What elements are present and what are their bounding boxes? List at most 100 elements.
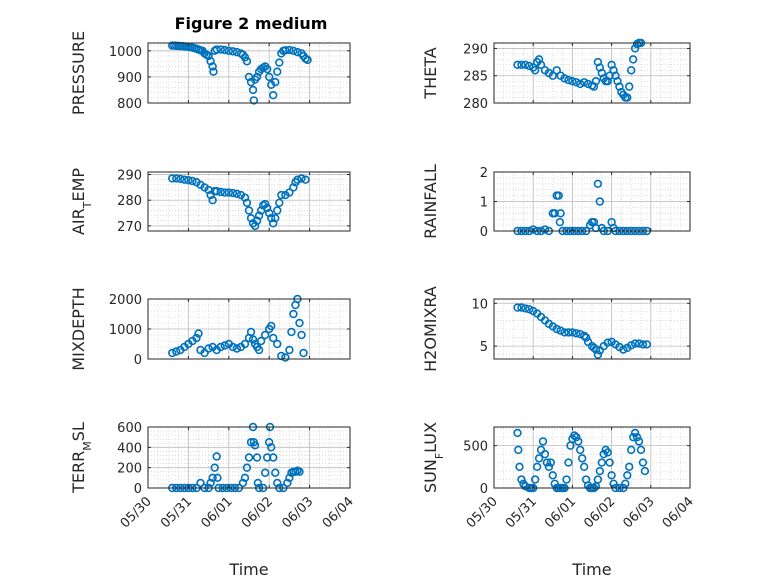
data-point	[265, 72, 274, 82]
subplot-2: 280 285 290 THETA	[421, 38, 691, 112]
grid-lines	[493, 427, 691, 489]
data-point	[556, 209, 565, 218]
data-point	[285, 345, 294, 355]
data-point	[250, 221, 260, 231]
y-tick-label: 5	[480, 340, 488, 355]
data-point	[513, 303, 522, 312]
data-point	[554, 191, 563, 200]
data-point	[254, 211, 264, 220]
x-axis-label: Time	[228, 560, 268, 579]
data-point	[555, 217, 565, 227]
data-point	[568, 328, 577, 337]
data-point	[517, 60, 526, 70]
data-point	[242, 57, 252, 66]
y-tick-label: 0	[134, 353, 142, 368]
data-point	[246, 327, 256, 337]
data-point	[628, 432, 638, 442]
data-point	[206, 57, 215, 66]
data-point	[568, 76, 577, 86]
data-point	[273, 206, 282, 215]
data-point	[534, 454, 544, 463]
data-point	[208, 473, 217, 483]
data-point	[538, 437, 548, 446]
data-point	[248, 335, 258, 344]
data-point	[532, 462, 542, 472]
data-point	[253, 478, 263, 488]
data-point	[267, 321, 276, 331]
y-tick-label: 1000	[109, 323, 142, 338]
data-point	[605, 71, 614, 80]
data-point	[168, 174, 177, 183]
data-point	[536, 60, 546, 70]
data-point	[625, 82, 634, 91]
data-point	[593, 179, 603, 189]
data-point	[242, 463, 252, 472]
y-tick-label: 280	[463, 97, 488, 112]
data-point	[249, 96, 259, 105]
data-point	[250, 441, 260, 450]
y-tick-label: 800	[117, 97, 142, 112]
data-point	[299, 348, 308, 358]
data-point	[560, 328, 569, 337]
data-point	[579, 331, 589, 341]
data-point	[242, 198, 252, 207]
data-point	[572, 432, 581, 442]
y-tick-label: 10	[471, 297, 488, 312]
data-point	[188, 176, 197, 186]
data-point	[252, 453, 262, 462]
y-tick-label: 600	[117, 421, 142, 436]
data-point	[591, 345, 601, 354]
data-point	[275, 198, 284, 207]
data-point	[269, 453, 278, 462]
data-point	[180, 175, 189, 184]
y-axis-label: PRESSURE	[69, 31, 88, 115]
data-point	[176, 174, 185, 184]
data-point	[232, 189, 242, 199]
data-point	[301, 175, 310, 184]
y-tick-label: 200	[117, 462, 142, 477]
data-point	[623, 93, 632, 102]
data-point	[285, 473, 294, 483]
subplot-5: 0 1000 2000 MIXDEPTH	[69, 287, 351, 371]
data-point	[570, 431, 579, 440]
data-point	[591, 76, 601, 86]
data-series	[168, 174, 310, 231]
data-point	[628, 55, 638, 64]
subplot-1: 800 900 1000 PRESSURE	[69, 31, 351, 115]
data-point	[213, 473, 222, 483]
data-point	[212, 45, 221, 54]
data-point	[626, 445, 636, 455]
data-point	[572, 329, 581, 338]
data-point	[289, 309, 298, 319]
data-point	[240, 473, 250, 483]
data-point	[206, 478, 215, 488]
data-point	[208, 62, 217, 71]
data-point	[269, 219, 278, 228]
y-tick-label: 1000	[109, 45, 142, 60]
data-point	[212, 187, 221, 196]
data-point	[513, 60, 522, 70]
y-tick-label: 0	[134, 482, 142, 497]
data-point	[640, 466, 650, 476]
subplot-3: 270 280 290 AIRTEMP	[69, 168, 351, 235]
data-series	[168, 41, 312, 105]
data-point	[517, 475, 526, 484]
y-axis-label: SUNFLUX	[421, 422, 446, 493]
x-tick-label: 06/03	[279, 494, 316, 531]
y-tick-label: 290	[463, 42, 488, 57]
data-point	[603, 338, 612, 347]
data-point	[216, 342, 225, 352]
data-series	[513, 303, 652, 359]
grid-lines	[493, 42, 691, 104]
data-point	[603, 448, 612, 457]
data-point	[271, 468, 280, 477]
data-point	[556, 326, 565, 335]
data-point	[273, 339, 282, 349]
data-point	[528, 225, 538, 234]
data-point	[256, 336, 266, 346]
data-point	[295, 318, 304, 328]
data-point	[576, 445, 585, 455]
axes-box	[493, 426, 691, 489]
data-point	[285, 45, 294, 55]
